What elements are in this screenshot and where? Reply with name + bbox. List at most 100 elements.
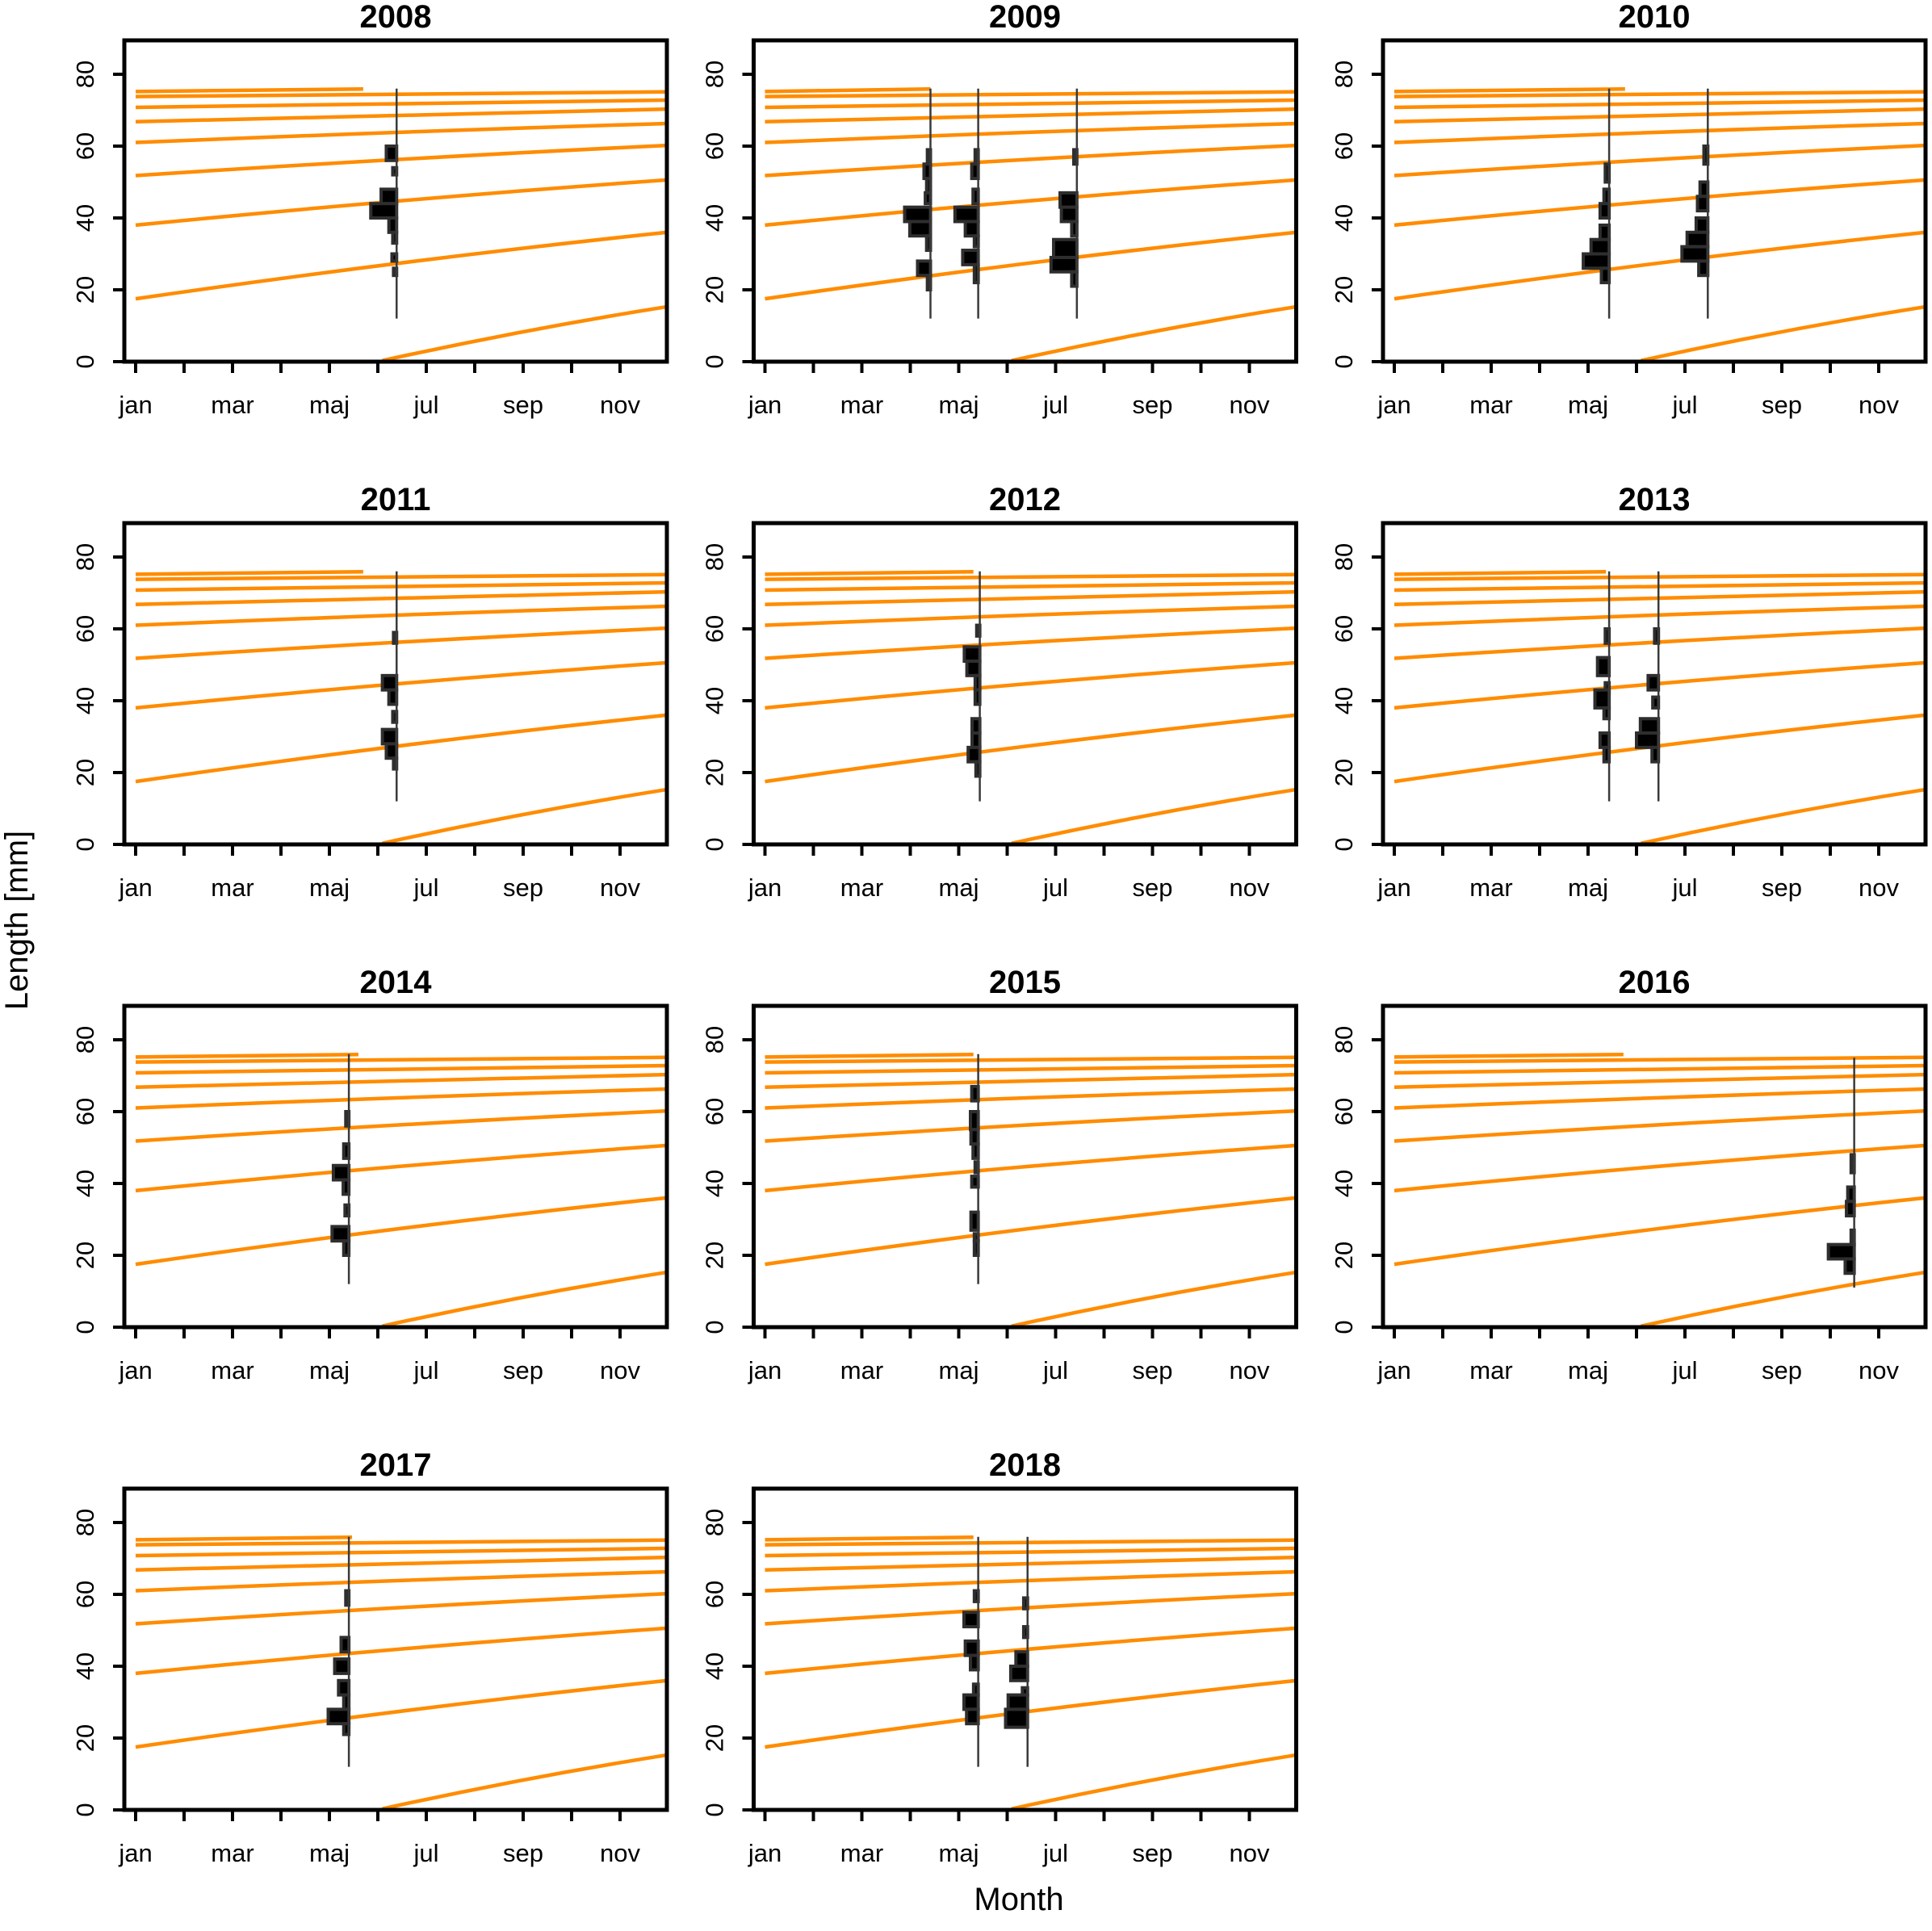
x-tick-label: sep	[503, 873, 543, 902]
plot-box	[1381, 1003, 1928, 1330]
growth-curve	[135, 143, 668, 178]
growth-curve	[135, 1055, 668, 1064]
x-tick-label: maj	[939, 391, 979, 419]
growth-curve	[135, 1535, 353, 1542]
growth-curve	[765, 1063, 1297, 1075]
growth-curve	[135, 1052, 358, 1059]
y-tick-label: 60	[1330, 132, 1358, 160]
growth-curve	[135, 1087, 668, 1110]
sampling-day-134	[969, 1053, 980, 1284]
x-tick-label: jan	[1377, 1356, 1410, 1384]
length-frequency-bar	[969, 1210, 980, 1232]
growth-curve	[765, 1555, 1297, 1572]
growth-curve	[135, 90, 668, 98]
growth-curve	[1393, 572, 1926, 581]
y-tick-label: 60	[701, 132, 729, 160]
x-tick-label: sep	[1133, 1839, 1173, 1867]
growth-curve	[382, 787, 668, 845]
length-frequency-bar	[1843, 1257, 1856, 1275]
growth-curve	[1641, 1270, 1926, 1328]
plot-box	[122, 521, 669, 847]
length-frequency-bar	[1595, 656, 1611, 677]
panel-title: 2012	[989, 482, 1061, 517]
x-tick-label: nov	[1859, 391, 1899, 419]
panel-title: 2015	[989, 965, 1061, 1000]
sampling-day-134	[953, 88, 980, 319]
length-frequency-bar	[963, 1639, 980, 1657]
length-frequency-bar	[387, 688, 399, 706]
x-tick-label: jul	[413, 1356, 438, 1384]
growth-curve	[1011, 304, 1297, 362]
panel-title: 2008	[360, 0, 432, 35]
panel-2010: jan mar maj jul sep nov 0 20 40 60 80 2010	[1330, 0, 1928, 419]
x-tick-label: jan	[118, 1356, 152, 1384]
y-tick-label: 0	[71, 1803, 99, 1816]
x-tick-label: mar	[211, 391, 254, 419]
growth-curve	[135, 1196, 668, 1267]
growth-curve	[135, 86, 363, 94]
growth-curve	[1393, 90, 1926, 98]
growth-curve	[1393, 1055, 1926, 1064]
y-tick-label: 20	[1330, 759, 1358, 786]
length-frequency-bar	[961, 249, 980, 266]
growth-curve	[135, 1546, 668, 1558]
growth-curve	[1393, 589, 1926, 606]
y-tick-label: 80	[701, 61, 729, 88]
growth-curve	[1011, 1753, 1297, 1811]
x-tick-label: jan	[748, 1356, 782, 1384]
x-tick-label: jan	[1377, 391, 1410, 419]
growth-curve	[765, 1626, 1297, 1676]
growth-curve	[765, 1535, 974, 1542]
y-tick-label: 60	[71, 1098, 99, 1125]
panel-2015: jan mar maj jul sep nov 0 20 40 60 80 2015	[701, 965, 1298, 1384]
growth-curve	[135, 1063, 668, 1075]
length-frequency-bar	[1635, 731, 1661, 749]
x-tick-label: sep	[1762, 1356, 1802, 1384]
y-tick-label: 40	[71, 687, 99, 714]
x-tick-label: mar	[840, 1356, 883, 1384]
growth-curve	[135, 1538, 668, 1547]
y-tick-label: 60	[1330, 615, 1358, 643]
growth-curve	[135, 626, 668, 660]
growth-curve	[765, 1108, 1297, 1143]
x-tick-label: mar	[840, 1839, 883, 1867]
length-frequency-bar	[1845, 1200, 1856, 1218]
growth-curve	[1393, 1063, 1926, 1075]
panel-2013: jan mar maj jul sep nov 0 20 40 60 80 2013	[1330, 482, 1928, 902]
length-frequency-bar	[966, 745, 982, 764]
x-tick-label: jul	[413, 391, 438, 419]
panel-2011: jan mar maj jul sep nov 0 20 40 60 80 2011	[71, 482, 669, 902]
y-tick-label: 80	[71, 543, 99, 571]
length-frequency-bar	[379, 187, 399, 206]
y-tick-label: 40	[1330, 1170, 1358, 1197]
y-tick-label: 0	[1330, 837, 1358, 851]
length-frequency-bar	[962, 645, 982, 664]
x-tick-label: mar	[1469, 1356, 1512, 1384]
length-frequency-bar	[1638, 717, 1661, 735]
x-tick-label: sep	[1133, 1356, 1173, 1384]
growth-curve	[765, 569, 974, 576]
x-tick-label: sep	[1133, 391, 1173, 419]
length-frequency-bar	[916, 259, 932, 278]
x-tick-label: maj	[939, 873, 979, 902]
length-frequency-bar	[1697, 259, 1710, 278]
length-frequency-bar	[384, 145, 399, 162]
length-frequency-bar	[1598, 731, 1611, 749]
growth-curve	[135, 98, 668, 110]
x-tick-label: jul	[1042, 873, 1068, 902]
y-tick-label: 40	[1330, 204, 1358, 232]
x-tick-label: jul	[1042, 1839, 1068, 1867]
x-tick-label: mar	[840, 391, 883, 419]
growth-curve	[135, 1678, 668, 1749]
length-frequency-bar	[1695, 195, 1710, 213]
y-tick-label: 60	[71, 615, 99, 643]
y-tick-label: 40	[1330, 687, 1358, 714]
growth-curve	[135, 604, 668, 627]
growth-curve	[135, 569, 363, 576]
x-tick-label: mar	[1469, 391, 1512, 419]
y-tick-label: 20	[701, 1724, 729, 1752]
growth-curve	[135, 1108, 668, 1143]
growth-curve	[765, 178, 1297, 228]
growth-curve	[135, 1591, 668, 1626]
sampling-day-134	[330, 1053, 351, 1284]
